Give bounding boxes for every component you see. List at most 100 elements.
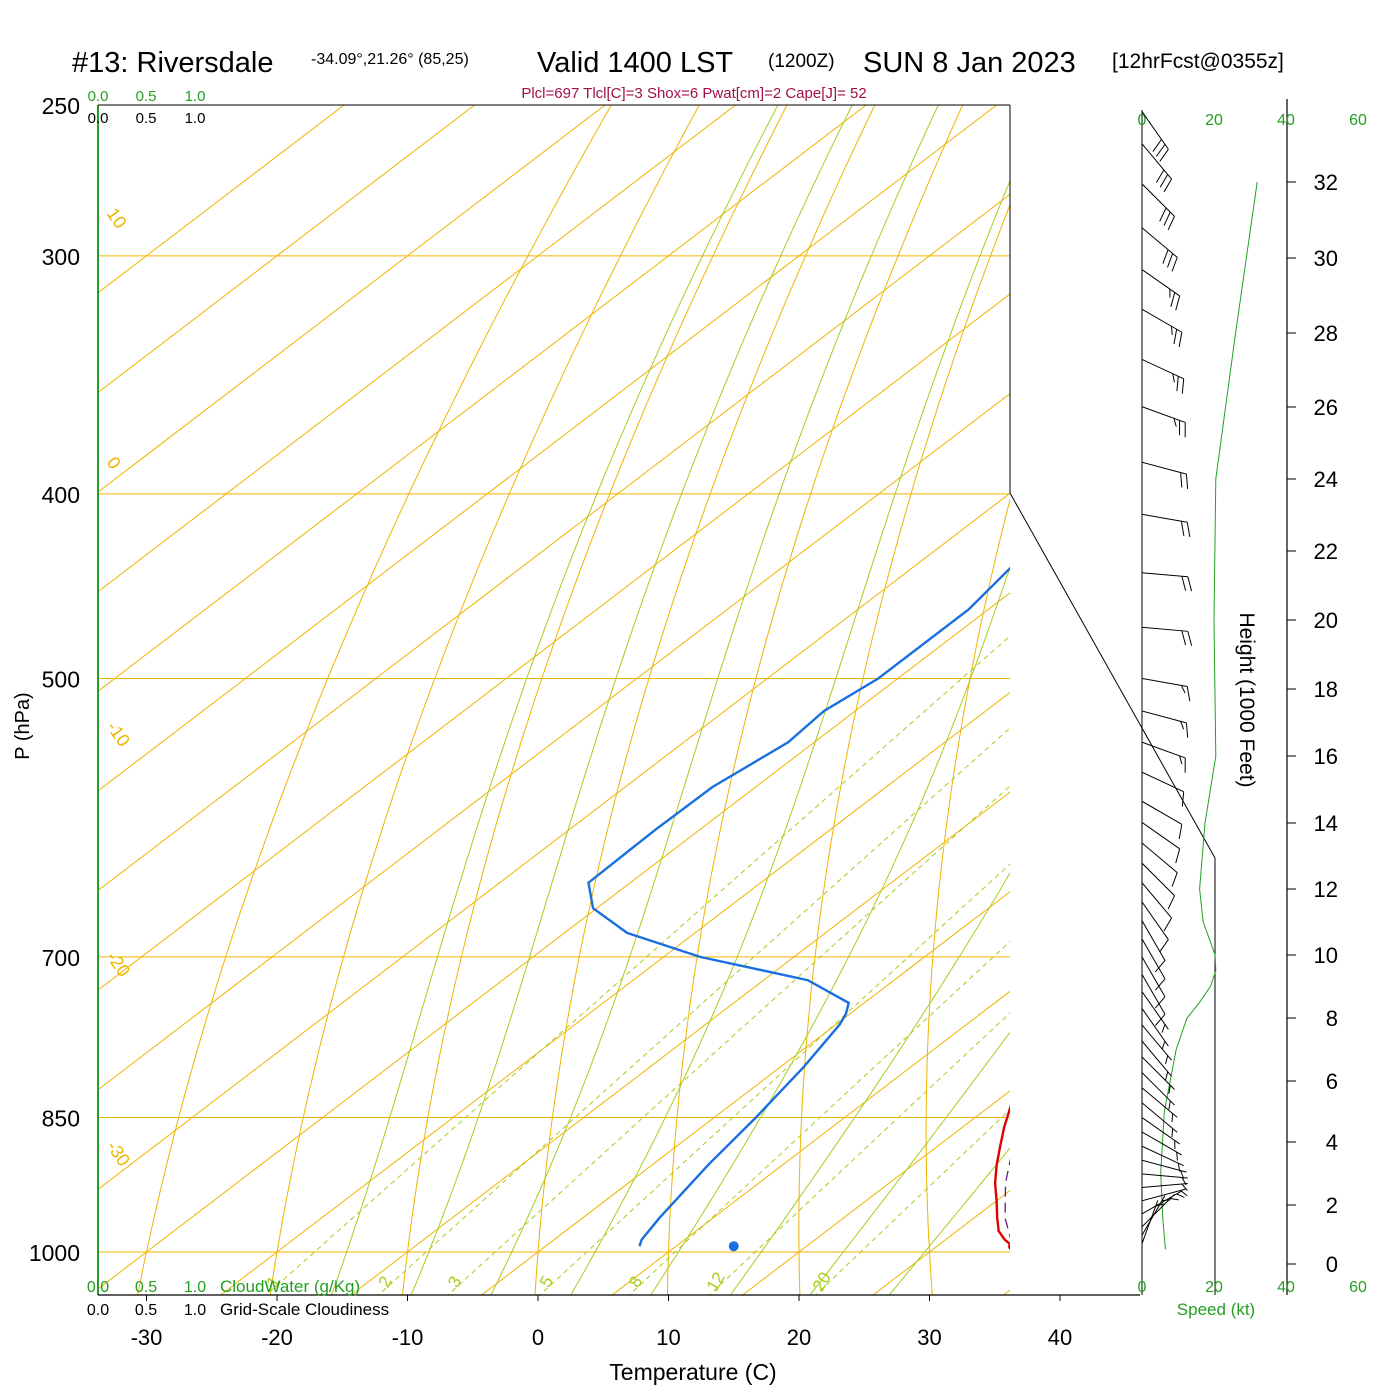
wind-barb-staff: [1141, 143, 1172, 180]
wind-barb-staff: [1141, 1087, 1178, 1118]
wind-barb: [1141, 1024, 1172, 1065]
wind-barb-staff: [1141, 862, 1175, 897]
cloudiness-tick-label-bottom: 0.0: [87, 1302, 109, 1319]
wind-barb-feather: [1155, 144, 1166, 157]
wind-barb: [1141, 991, 1169, 1033]
isotherm-line: [98, 105, 345, 294]
wind-barb-feather: [1170, 326, 1173, 335]
y-axis-title: P (hPa): [12, 692, 34, 759]
wind-barb: [1141, 358, 1185, 394]
wind-barb-feather: [1168, 1100, 1171, 1110]
mixing-ratio-label: 8: [625, 1273, 646, 1291]
wind-barb-feather: [1175, 848, 1181, 864]
wind-barb-feather: [1161, 1041, 1166, 1050]
mixing-ratio-label: 3: [444, 1273, 465, 1291]
x-tick-label: 30: [917, 1325, 941, 1350]
skew-t-plot-area: 100-10-20-301 2 3 5 8 12 20: [98, 105, 1010, 1295]
isotherm-line: [98, 105, 476, 394]
mixing-ratio-label: 12: [703, 1269, 729, 1295]
wind-barb: [1141, 111, 1169, 162]
wind-barb-feather: [1181, 630, 1187, 646]
wind-barb-staff: [1141, 771, 1184, 793]
wind-speed-tick-label-bottom: 60: [1349, 1279, 1367, 1296]
wind-barb-feather: [1154, 996, 1166, 1009]
wind-speed-axis-title: Speed (kt): [1177, 1300, 1255, 1319]
pressure-tick-label: 250: [42, 93, 80, 119]
wind-barb-feather: [1181, 1177, 1187, 1186]
mixing-ratio-line: [539, 863, 1010, 1295]
wind-barb-feather: [1152, 139, 1162, 152]
height-tick-label: 10: [1314, 943, 1338, 968]
wind-barb: [1141, 1056, 1175, 1094]
wind-barb-feather: [1171, 872, 1178, 887]
wind-barb-staff: [1141, 1072, 1175, 1106]
wind-barb-staff: [1141, 974, 1166, 1015]
mixing-ratio-line: [708, 1012, 1010, 1295]
isotherm-line: [98, 293, 1010, 991]
cloudiness-tick-label-top: 0.5: [136, 110, 157, 127]
moist-adiabat-line: [490, 105, 939, 1295]
surface-dewpoint-marker: [728, 1241, 739, 1252]
title-station: #13: Riversdale: [72, 47, 274, 79]
wind-speed-tick-label-top: 0: [1138, 112, 1147, 129]
wind-barb: [1141, 1145, 1184, 1172]
wind-barb-staff: [1141, 822, 1180, 850]
wind-speed-profile-line: [1160, 181, 1258, 1250]
isotherm-line: [98, 105, 867, 692]
pressure-tick-label: 300: [42, 244, 80, 270]
wind-barb-staff: [1141, 882, 1172, 919]
mixing-ratio-line: [447, 785, 1010, 1295]
title-valid-time: Valid 1400 LST: [537, 47, 733, 79]
wind-barb: [1141, 269, 1181, 311]
wind-barb: [1141, 1072, 1175, 1110]
wind-barb-feather: [1179, 755, 1183, 765]
height-tick-label: 30: [1314, 246, 1338, 271]
wind-barb-feather: [1172, 373, 1175, 383]
height-tick-label: 26: [1314, 395, 1338, 420]
wind-barb-feather: [1168, 1085, 1171, 1094]
wind-barb: [1141, 678, 1191, 702]
isotherm-line: [741, 1090, 1010, 1295]
wind-barb: [1141, 1102, 1178, 1138]
height-tick-label: 8: [1326, 1006, 1338, 1031]
wind-barb-feather: [1163, 178, 1172, 193]
axis-labels-group: 0102030-30-20-10010203040250300400500700…: [29, 93, 1338, 1350]
wind-barb-staff: [1141, 956, 1166, 997]
dry-adiabat-label: -10: [103, 718, 134, 751]
wind-barb-feather: [1176, 376, 1179, 392]
wind-barb-feather: [1155, 169, 1165, 183]
wind-barb-feather: [1167, 216, 1175, 231]
height-tick-label: 22: [1314, 539, 1338, 564]
wind-barb-staff: [1141, 1131, 1183, 1156]
wind-barb-feather: [1159, 174, 1169, 188]
height-tick-label: 6: [1326, 1069, 1338, 1094]
wind-barb: [1141, 1087, 1178, 1123]
wind-barb: [1141, 461, 1189, 490]
wind-barb-feather: [1165, 1071, 1169, 1081]
cloudwater-tick-label-bottom: 1.0: [184, 1279, 206, 1296]
wind-speed-tick-label-top: 40: [1277, 112, 1295, 129]
wind-barb: [1141, 1040, 1172, 1081]
isotherm-line: [98, 592, 1010, 1290]
wind-barb-feather: [1175, 295, 1181, 311]
dry-adiabat-line: [402, 105, 788, 1295]
wind-barb-feather: [1180, 1170, 1185, 1179]
isotherm-line: [219, 691, 1010, 1295]
mixing-ratio-line: [265, 635, 1010, 1295]
dry-adiabat-line: [798, 203, 1010, 1295]
wind-barb: [1141, 1195, 1171, 1236]
dewpoint-trace-line: [587, 566, 1010, 1247]
wind-barb: [1141, 183, 1175, 231]
wind-barb-staff: [1141, 1008, 1169, 1047]
isotherm-line: [98, 492, 1010, 1191]
x-tick-label: -10: [392, 1325, 424, 1350]
dry-adiabat-line: [666, 105, 964, 1295]
wind-barb-feather: [1170, 1198, 1179, 1201]
title-date: SUN 8 Jan 2023: [863, 47, 1076, 79]
isotherm-line: [98, 105, 737, 593]
dry-adiabat-label: 10: [103, 204, 131, 232]
wind-barb: [1141, 1173, 1188, 1186]
wind-barb-feather: [1170, 292, 1176, 307]
